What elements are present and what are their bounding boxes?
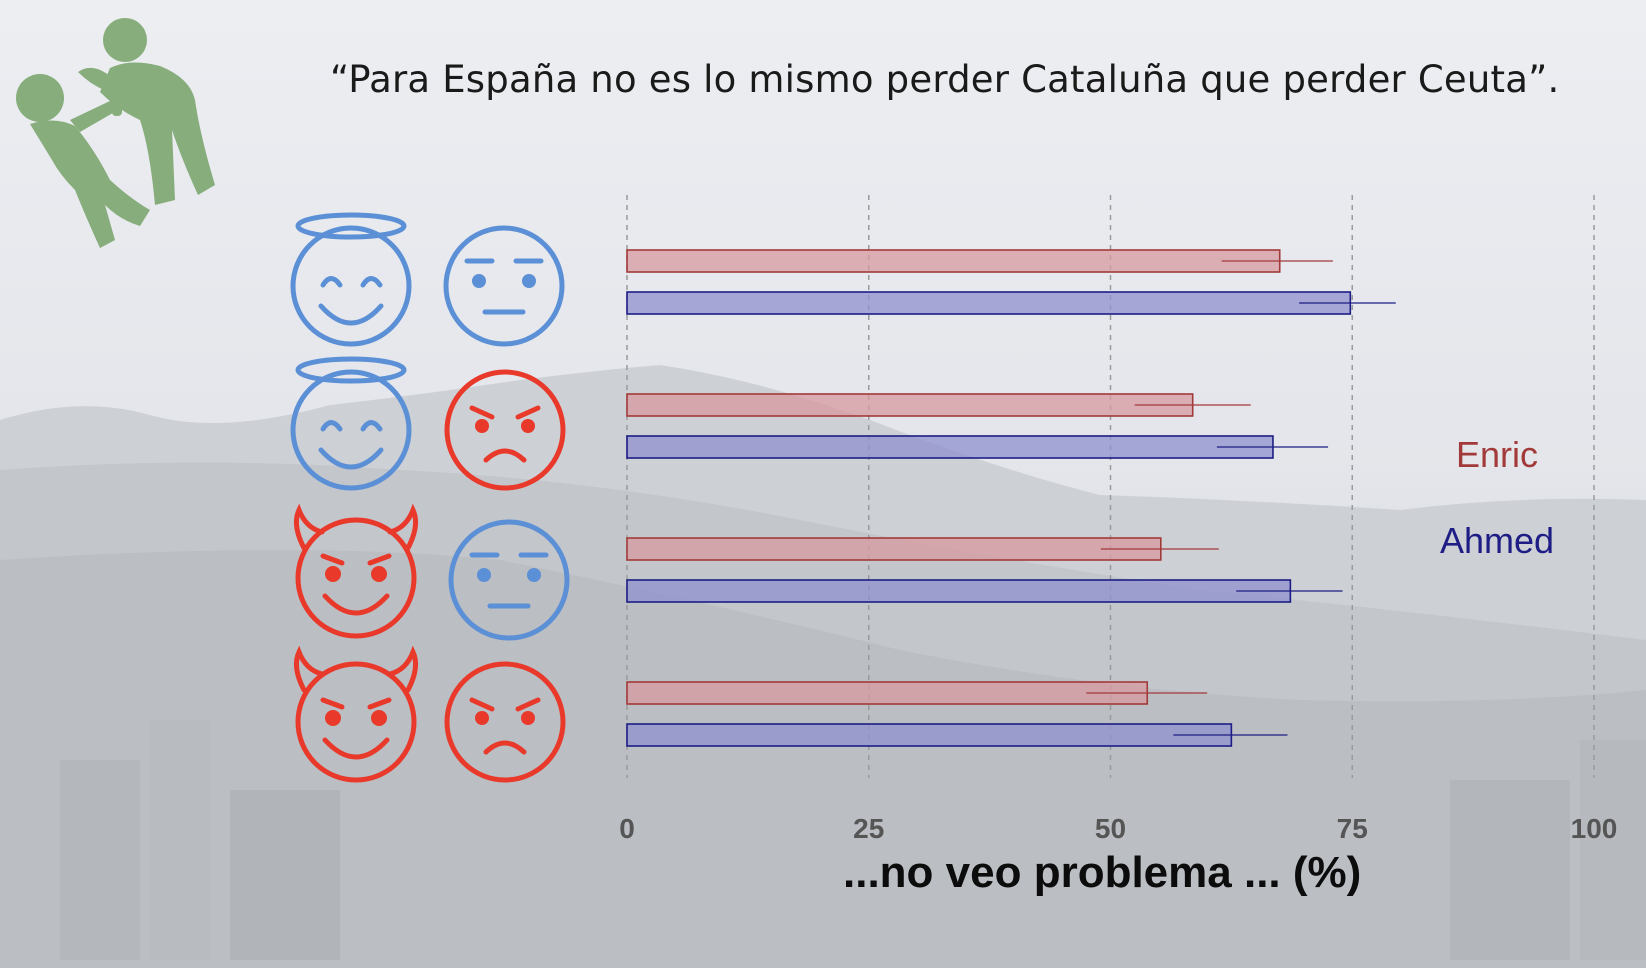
bar-enric-3 — [626, 537, 1162, 561]
bar-ahmed-4 — [626, 723, 1233, 747]
devil-face-icon — [293, 503, 419, 639]
bar-enric-1 — [626, 249, 1281, 273]
x-tick-label: 0 — [619, 813, 635, 844]
bar-ahmed-3 — [626, 579, 1292, 603]
bar-enric-2 — [626, 393, 1194, 417]
angel-face-icon — [290, 212, 412, 347]
bar-enric-4 — [626, 681, 1149, 705]
x-tick-label: 25 — [853, 813, 884, 844]
neutral-blue-face-icon — [443, 225, 565, 347]
devil-face-icon — [293, 645, 419, 783]
bar-ahmed-2 — [626, 435, 1274, 459]
angel-face-icon — [290, 356, 412, 491]
angry-red-face-icon — [444, 369, 566, 491]
bar-ahmed-1 — [626, 291, 1352, 315]
legend-ahmed: Ahmed — [1440, 520, 1555, 561]
x-tick-label: 50 — [1095, 813, 1126, 844]
interview-logo-icon — [16, 18, 215, 248]
angry-red-face-icon — [444, 661, 566, 783]
face-icons — [290, 212, 570, 783]
quote-title: “Para España no es lo mismo perder Catal… — [330, 58, 1560, 101]
neutral-blue-face-icon — [448, 519, 570, 641]
x-tick-label: 75 — [1337, 813, 1368, 844]
x-tick-label: 100 — [1571, 813, 1618, 844]
legend-enric: Enric — [1456, 434, 1539, 475]
x-axis-label: ...no veo problema ... (%) — [843, 848, 1362, 897]
